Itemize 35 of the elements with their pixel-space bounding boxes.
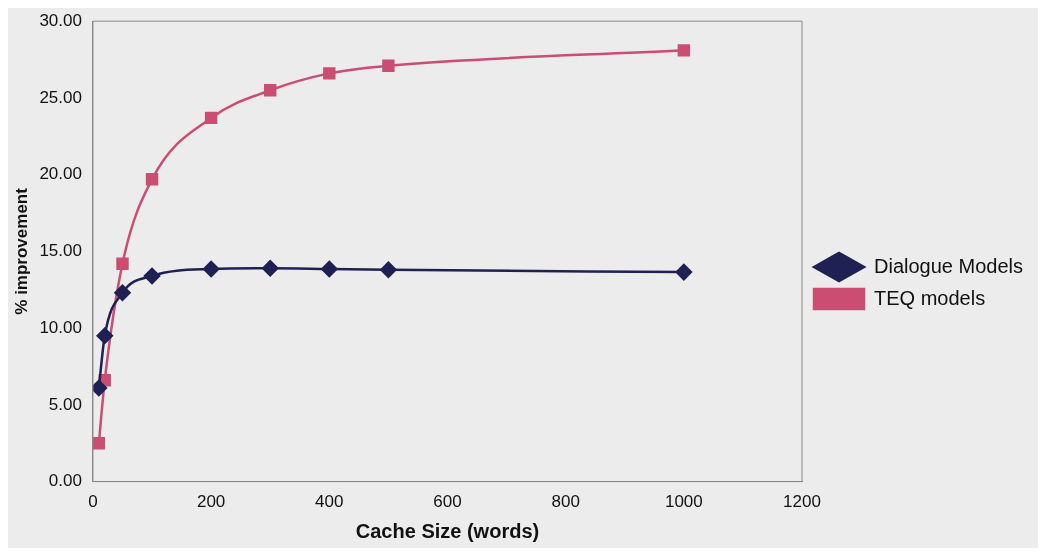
point xyxy=(323,67,336,80)
point xyxy=(143,267,161,285)
point xyxy=(677,44,691,57)
point xyxy=(204,111,218,125)
legend-label: Dialogue Models xyxy=(874,254,1024,277)
point xyxy=(264,84,277,97)
point xyxy=(116,257,129,270)
legend-label: TEQ models xyxy=(874,286,986,309)
x-tick-label: 1000 xyxy=(664,492,703,512)
x-tick-label: 400 xyxy=(315,492,344,512)
point xyxy=(92,437,106,450)
y-tick-label: 25.00 xyxy=(39,87,82,107)
point xyxy=(96,327,114,345)
point xyxy=(382,59,395,72)
point xyxy=(261,260,279,277)
x-axis-title: Cache Size (words) xyxy=(355,519,540,542)
x-tick-label: 200 xyxy=(196,492,226,512)
x-tick-label: 600 xyxy=(433,492,462,512)
y-tick-label: 20.00 xyxy=(39,164,82,184)
point xyxy=(92,379,108,397)
point xyxy=(114,284,131,302)
y-tick-label: 10.00 xyxy=(39,317,82,337)
point xyxy=(145,173,159,186)
x-tick-label: 800 xyxy=(551,492,580,512)
point xyxy=(380,261,397,279)
y-tick-label: 15.00 xyxy=(39,241,82,261)
y-axis-title: % improvement xyxy=(11,187,31,315)
y-tick-label: 0.00 xyxy=(48,471,82,491)
x-tick-label: 0 xyxy=(88,492,98,512)
point xyxy=(202,260,220,278)
y-tick-label: 30.00 xyxy=(39,10,82,30)
point xyxy=(675,263,693,281)
x-tick-label: 1200 xyxy=(783,492,821,512)
point xyxy=(321,260,338,278)
y-tick-label: 5.00 xyxy=(48,394,82,414)
